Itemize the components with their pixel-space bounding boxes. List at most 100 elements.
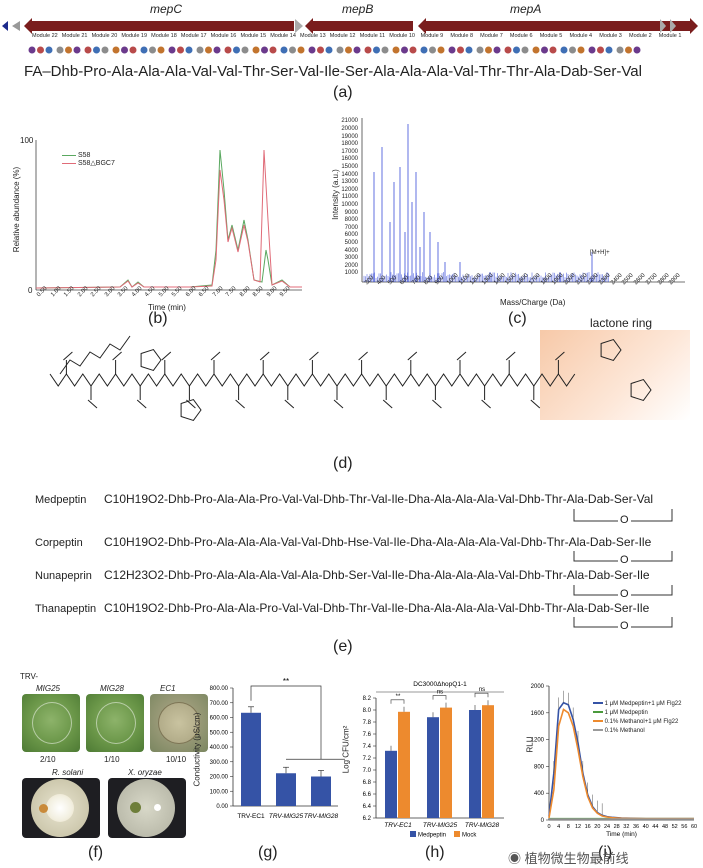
c-ytick: 5000: [345, 240, 358, 246]
domain-dot: [205, 47, 212, 54]
module-label: Module 3: [596, 33, 626, 39]
h-ytick: 6.8: [363, 780, 372, 786]
g-bar: [276, 773, 296, 806]
domain-dot: [541, 47, 548, 54]
ring-o-3: O: [618, 620, 631, 632]
h-ytick: 6.6: [363, 792, 372, 798]
domain-dot: [130, 47, 137, 54]
g-bar: [241, 713, 261, 806]
c-ytick: 1000: [345, 270, 358, 276]
domain-dot: [233, 47, 240, 54]
g-ytick: 400.00: [210, 745, 229, 751]
b-ylabel: Relative abundance (%): [12, 167, 21, 252]
peptide-formula-0: C10H19O2-Dhb-Pro-Ala-Ala-Pro-Val-Val-Dhb…: [104, 492, 653, 506]
h-ytick: 7.8: [363, 720, 372, 726]
module-label: Module 1: [655, 33, 685, 39]
c-ytick: 6000: [345, 232, 358, 238]
domain-dot: [373, 47, 380, 54]
i-xtick: 12: [575, 824, 581, 830]
module-label: Module 4: [566, 33, 596, 39]
domain-dot: [589, 47, 596, 54]
domain-dot: [449, 47, 456, 54]
g-xtick: TRV-EC1: [237, 813, 265, 820]
domain-dot: [74, 47, 81, 54]
domain-dot: [46, 47, 53, 54]
c-ytick: 20000: [341, 126, 358, 132]
peptide-name-2: Nunapeprin: [35, 570, 92, 582]
domain-dot: [225, 47, 232, 54]
caption-a: (a): [333, 84, 353, 102]
h-legend-mock: Mock: [462, 833, 477, 839]
domain-dot: [550, 47, 557, 54]
b-ytick-100: 100: [20, 136, 33, 145]
domain-dot: [569, 47, 576, 54]
mass-spectrum: [360, 112, 690, 292]
caption-e: (e): [333, 638, 353, 656]
b-legend-s58: S58: [78, 152, 90, 159]
peptide-name-3: Thanapeptin: [35, 603, 96, 615]
module-label: Module 2: [625, 33, 655, 39]
h-xtick: TRV-EC1: [384, 822, 412, 829]
domain-dot: [354, 47, 361, 54]
domain-dot: [494, 47, 501, 54]
i-legend-3: 0.1% Methanol: [605, 728, 645, 734]
conductivity-chart: 0.00100.00200.00300.00400.00500.00600.00…: [195, 676, 345, 836]
domain-dot: [625, 47, 632, 54]
module-label: Module 16: [209, 33, 239, 39]
module-labels: Module 22 Module 21 Module 20 Module 19 Modu…: [30, 33, 690, 43]
domain-dot: [485, 47, 492, 54]
f-leaf-name-1: MIG28: [100, 684, 124, 693]
i-xtick: 32: [623, 824, 629, 830]
f-leaf-score-0: 2/10: [40, 755, 56, 764]
module-label: Module 9: [417, 33, 447, 39]
domain-dot: [513, 47, 520, 54]
i-legend-0: 1 μM Medpeptin+1 μM Flg22: [605, 701, 682, 707]
domain-dot: [597, 47, 604, 54]
c-ytick: 19000: [341, 134, 358, 140]
g-ytick: 500.00: [210, 730, 229, 736]
domain-dot: [421, 47, 428, 54]
watermark-text: 植物微生物最前线: [525, 851, 629, 866]
c-ytick: 3000: [345, 255, 358, 261]
h-xtick: TRV-MIG28: [465, 822, 500, 829]
caption-d: (d): [333, 455, 353, 473]
domain-dot: [93, 47, 100, 54]
f-trv-label: TRV-: [20, 672, 38, 681]
domain-dot: [345, 47, 352, 54]
domain-dot: [261, 47, 268, 54]
g-ytick: 700.00: [210, 701, 229, 707]
h-ytick: 6.4: [363, 804, 372, 810]
domain-dot: [121, 47, 128, 54]
domain-dot: [102, 47, 109, 54]
c-ytick: 7000: [345, 225, 358, 231]
module-label: Module 18: [149, 33, 179, 39]
c-xticks: 300 400 500 600 700 800 900 1000 1100 1200 1300 140…: [360, 282, 690, 294]
c-ylabel: Intensity (a.u.): [331, 169, 340, 220]
domain-dot: [382, 47, 389, 54]
domain-dot: [270, 47, 277, 54]
i-legend-2: 0.1% Methanol+1 μM Flg22: [605, 719, 679, 725]
module-label: Module 8: [447, 33, 477, 39]
ring-o-0: O: [618, 514, 631, 526]
domain-dot: [177, 47, 184, 54]
c-ytick: 16000: [341, 156, 358, 162]
i-xtick: 20: [594, 824, 600, 830]
f-plate-name-0: R. solani: [52, 768, 83, 777]
h-legend-medpeptin: Medpeptin: [418, 833, 446, 839]
domain-dot: [197, 47, 204, 54]
h-sig: **: [396, 694, 401, 700]
module-label: Module 20: [90, 33, 120, 39]
domain-dot: [158, 47, 165, 54]
c-yticks: 1000 2000 3000 4000 5000 6000 7000 8000 9000 1000…: [320, 112, 360, 292]
ring: [181, 400, 201, 421]
gene-label-mepA: mepA: [510, 2, 541, 16]
g-ytick: 300.00: [210, 760, 229, 766]
h-bar: [385, 751, 397, 818]
b-legend: S58 S58△BGC7: [62, 152, 115, 167]
peptide-name-1: Corpeptin: [35, 537, 83, 549]
domain-dot: [65, 47, 72, 54]
caption-f: (f): [88, 844, 103, 862]
i-ylabel: RLU: [526, 736, 535, 752]
f-plate-name-1: X. oryzae: [128, 768, 162, 777]
h-ytick: 7.6: [363, 732, 372, 738]
